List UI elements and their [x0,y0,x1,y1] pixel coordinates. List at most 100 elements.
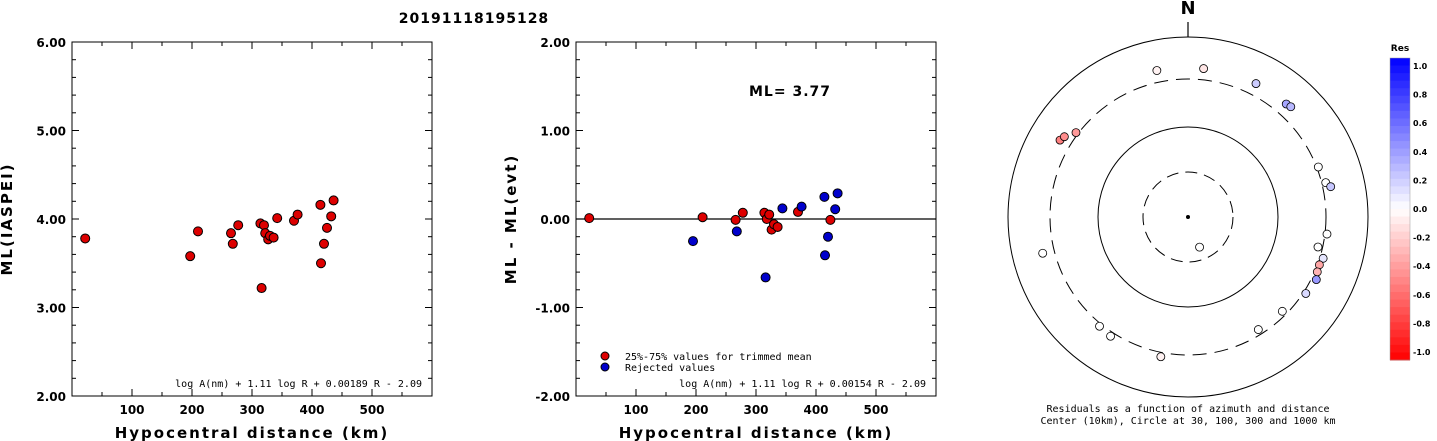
colorbar-tick-label: -0.4 [1413,262,1431,271]
colorbar-segment [1390,118,1410,127]
station-marker [1301,289,1311,298]
station-marker [1071,128,1081,137]
station-marker [1251,79,1261,88]
colorbar-segment [1390,209,1410,218]
colorbar-segment [1390,95,1410,104]
colorbar-segment [1390,246,1410,255]
colorbar-segment [1390,231,1410,240]
colorbar-segment [1390,269,1410,278]
legend-label: 25%-75% values for trimmed mean [625,352,812,363]
data-point [819,191,830,202]
data-point [226,228,236,239]
colorbar-segment [1390,299,1410,308]
colorbar-segment [1390,352,1410,361]
colorbar-segment [1390,141,1410,150]
polar-caption-line2: Center (10km), Circle at 30, 100, 300 an… [1040,416,1335,427]
station-marker [1286,102,1296,112]
colorbar-segment [1390,307,1410,316]
y-tick-label: 6.00 [36,36,66,50]
colorbar-segment [1390,163,1410,172]
colorbar-tick-label: 0.0 [1413,205,1428,214]
colorbar-segment [1390,322,1410,331]
data-point [737,207,748,218]
colorbar-tick-label: -0.8 [1413,319,1431,328]
colorbar-segment [1390,88,1410,97]
x-axis-label: Hypocentral distance (km) [619,424,894,441]
colorbar-segment [1390,276,1410,285]
y-tick-label: -2.00 [535,390,570,404]
colorbar-segment [1390,148,1410,157]
attenuation-formula: log A(nm) + 1.11 log R + 0.00154 R - 2.0… [679,379,926,390]
colorbar-segment [1390,239,1410,248]
data-point [193,226,203,237]
station-marker [1156,352,1166,362]
colorbar-segment [1390,314,1410,323]
attenuation-formula: log A(nm) + 1.11 log R + 0.00189 R - 2.0… [175,379,422,390]
y-tick-label: -1.00 [535,302,570,316]
y-tick-label: 2.00 [540,36,570,50]
plot-frame [71,41,433,397]
colorbar-tick-label: -1.0 [1413,348,1431,357]
x-tick-label: 500 [359,403,384,417]
data-point [832,188,843,199]
colorbar-segment [1390,110,1410,119]
station-marker [1277,306,1287,316]
data-point [326,211,337,222]
data-point [227,238,238,249]
data-point [731,226,742,237]
ml-annotation: ML= 3.77 [749,84,831,100]
y-axis-label: ML(IASPEI) [0,162,16,275]
data-point [823,231,833,242]
colorbar-tick-label: 0.2 [1413,176,1427,185]
station-marker [1312,267,1322,277]
colorbar-segment [1390,80,1410,89]
ring-300km [1049,78,1327,356]
colorbar-segment [1390,224,1410,233]
ring-100km [1097,126,1279,308]
data-point [319,238,329,249]
station-marker [1038,248,1048,258]
colorbar-segment [1390,73,1410,82]
colorbar-segment [1390,284,1410,293]
colorbar-segment [1390,125,1410,134]
data-point [322,222,332,233]
y-tick-label: 4.00 [36,213,66,227]
colorbar-segment [1390,156,1410,165]
colorbar-tick-label: -0.2 [1413,234,1431,243]
x-tick-label: 300 [239,403,264,417]
x-tick-label: 400 [299,403,324,417]
colorbar-tick-label: 0.8 [1413,91,1428,100]
station-marker [1313,162,1323,172]
colorbar-segment [1390,329,1410,338]
station-marker [1152,66,1162,75]
colorbar-tick-label: 1.0 [1413,62,1428,71]
data-point [185,251,196,262]
data-point [820,250,830,261]
y-tick-label: 1.00 [540,125,570,139]
data-point [584,213,595,224]
colorbar-segment [1390,171,1410,180]
data-point [796,201,807,212]
x-tick-label: 100 [623,403,648,417]
colorbar-tick-label: 0.4 [1413,148,1428,157]
x-tick-label: 500 [863,403,888,417]
legend-marker [600,362,610,372]
y-tick-label: 3.00 [36,302,66,316]
station-marker [1318,253,1328,263]
north-label: N [1180,0,1195,19]
x-tick-label: 400 [803,403,828,417]
data-point [730,214,741,225]
colorbar-segment [1390,254,1410,263]
station-marker [1106,331,1115,341]
center-point [1186,215,1190,219]
polar-caption-line1: Residuals as a function of azimuth and d… [1047,404,1330,415]
residual-distance-plot: -2.00 -1.00 0.00 1.00 2.00 100 200 300 400 500 Hyp… [502,36,937,441]
x-tick-label: 300 [743,403,768,417]
station-marker [1253,325,1263,334]
station-marker [1059,132,1069,142]
colorbar-segment [1390,292,1410,301]
y-tick-label: 2.00 [36,390,66,404]
data-point [292,209,303,220]
colorbar-segment [1390,133,1410,142]
colorbar-segment [1390,178,1410,187]
